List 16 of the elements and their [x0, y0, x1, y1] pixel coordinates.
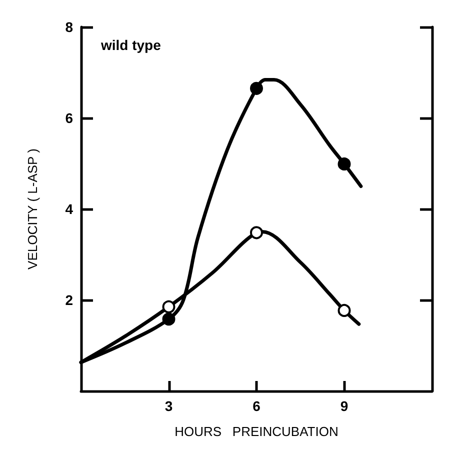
point	[250, 82, 263, 95]
annotation: wild type	[100, 37, 162, 53]
point	[338, 304, 351, 317]
y-tick-label: 4	[65, 201, 74, 217]
x-tick-label: 3	[164, 398, 173, 414]
point	[338, 157, 351, 170]
y-axis-title: VELOCITY ( L-ASP )	[25, 148, 40, 270]
y-tick-label: 6	[65, 110, 74, 126]
x-tick-label: 9	[340, 398, 348, 414]
y-tick-label: 2	[65, 292, 74, 308]
point	[162, 300, 176, 314]
point	[162, 312, 176, 326]
x-axis-title: HOURS PREINCUBATION	[174, 424, 338, 439]
y-tick-label: 8	[65, 19, 74, 35]
x-tick-label: 6	[252, 398, 261, 414]
point	[250, 226, 263, 240]
